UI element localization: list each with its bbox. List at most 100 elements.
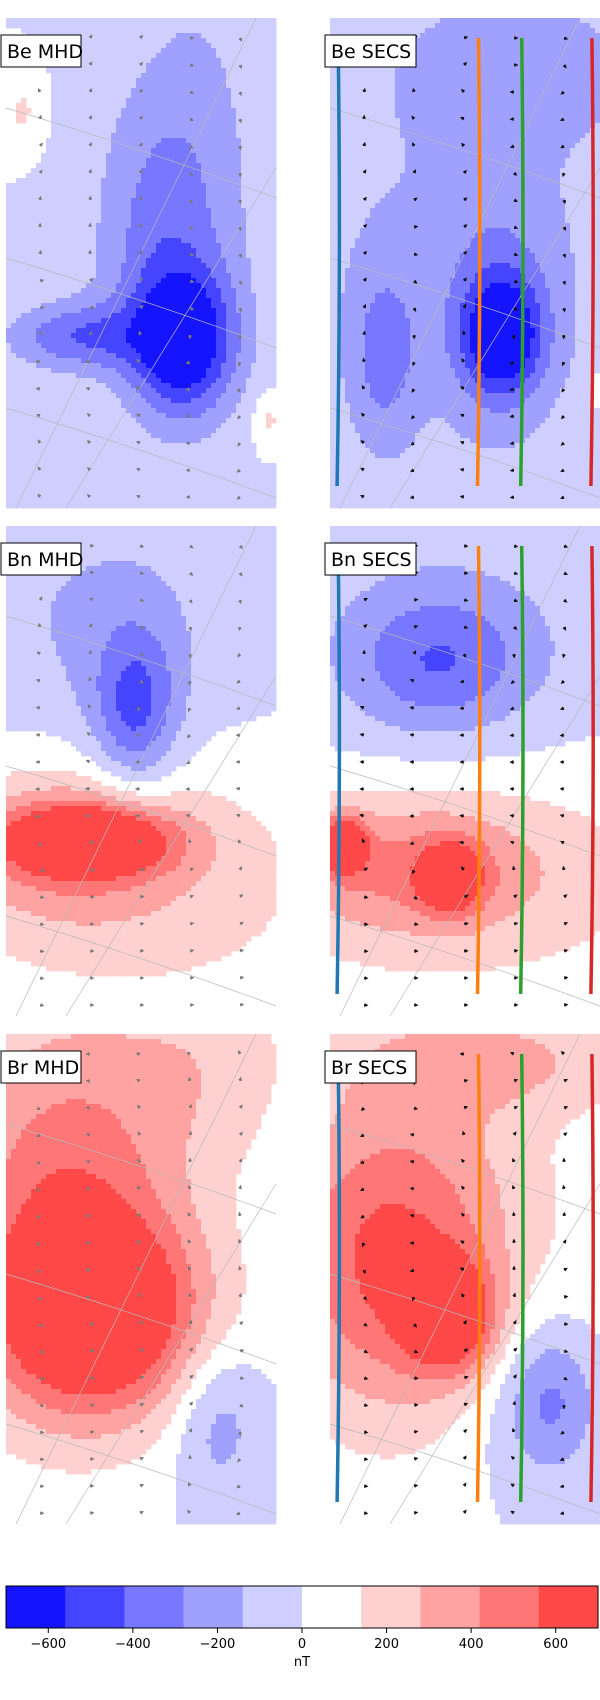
contour-cell [126, 378, 132, 384]
contour-cell [111, 83, 117, 89]
contour-cell [141, 448, 147, 454]
contour-cell [21, 18, 27, 24]
contour-cell [216, 278, 222, 284]
contour-cell [251, 168, 257, 174]
contour-cell [236, 113, 242, 119]
contour-cell [176, 73, 182, 79]
contour-cell [151, 283, 157, 289]
contour-cell [201, 468, 207, 474]
contour-cell [21, 428, 27, 434]
contour-cell [181, 173, 187, 179]
contour-cell [86, 458, 92, 464]
contour-cell [201, 143, 207, 149]
contour-cell [201, 58, 207, 64]
contour-cell [71, 223, 77, 229]
contour-cell [191, 418, 197, 424]
contour-cell [96, 208, 102, 214]
contour-cell [91, 303, 97, 309]
contour-cell [41, 253, 47, 259]
contour-cell [56, 338, 62, 344]
contour-cell [181, 83, 187, 89]
contour-cell [41, 158, 47, 164]
contour-cell [96, 418, 102, 424]
contour-cell [106, 98, 112, 104]
contour-cell [211, 188, 217, 194]
contour-cell [241, 293, 247, 299]
contour-cell [91, 28, 97, 34]
contour-cell [26, 388, 32, 394]
contour-cell [126, 208, 132, 214]
contour-cell [266, 293, 272, 299]
contour-cell [186, 38, 192, 44]
contour-cell [221, 313, 227, 319]
contour-cell [36, 168, 42, 174]
contour-cell [271, 58, 277, 64]
contour-cell [106, 458, 112, 464]
contour-cell [116, 383, 122, 389]
contour-cell [151, 143, 157, 149]
contour-cell [231, 438, 237, 444]
contour-cell [11, 438, 17, 444]
contour-cell [201, 123, 207, 129]
contour-cell [231, 138, 237, 144]
contour-cell [146, 43, 152, 49]
contour-cell [96, 58, 102, 64]
contour-cell [131, 193, 137, 199]
contour-cell [41, 468, 47, 474]
contour-cell [251, 58, 257, 64]
contour-cell [231, 23, 237, 29]
contour-cell [96, 498, 102, 504]
contour-cell [116, 298, 122, 304]
contour-cell [106, 258, 112, 264]
contour-cell [76, 368, 82, 374]
contour-cell [121, 243, 127, 249]
contour-cell [61, 328, 67, 334]
contour-cell [186, 403, 192, 409]
contour-cell [76, 278, 82, 284]
contour-cell [51, 98, 57, 104]
contour-cell [131, 448, 137, 454]
contour-cell [261, 183, 267, 189]
contour-cell [251, 403, 257, 409]
contour-cell [61, 28, 67, 34]
contour-cell [16, 348, 22, 354]
contour-cell [236, 483, 242, 489]
contour-cell [6, 328, 12, 334]
contour-cell [271, 53, 277, 59]
contour-cell [241, 488, 247, 494]
contour-cell [196, 338, 202, 344]
contour-cell [76, 433, 82, 439]
contour-cell [71, 443, 77, 449]
contour-cell [51, 283, 57, 289]
contour-cell [146, 233, 152, 239]
contour-cell [261, 128, 267, 134]
contour-cell [271, 343, 277, 349]
contour-cell [146, 98, 152, 104]
contour-cell [221, 108, 227, 114]
contour-cell [256, 18, 262, 24]
contour-cell [171, 338, 177, 344]
contour-cell [116, 483, 122, 489]
contour-cell [186, 343, 192, 349]
contour-cell [176, 398, 182, 404]
contour-cell [26, 243, 32, 249]
contour-cell [16, 18, 22, 24]
contour-cell [31, 408, 37, 414]
contour-cell [181, 103, 187, 109]
contour-cell [66, 353, 72, 359]
contour-cell [131, 338, 137, 344]
contour-cell [151, 448, 157, 454]
contour-cell [111, 278, 117, 284]
contour-cell [206, 133, 212, 139]
contour-cell [171, 223, 177, 229]
contour-cell [111, 308, 117, 314]
contour-cell [151, 153, 157, 159]
contour-cell [166, 258, 172, 264]
contour-cell [71, 303, 77, 309]
contour-cell [36, 418, 42, 424]
contour-cell [241, 188, 247, 194]
contour-cell [101, 233, 107, 239]
contour-cell [101, 18, 107, 24]
contour-cell [191, 203, 197, 209]
contour-cell [96, 78, 102, 84]
